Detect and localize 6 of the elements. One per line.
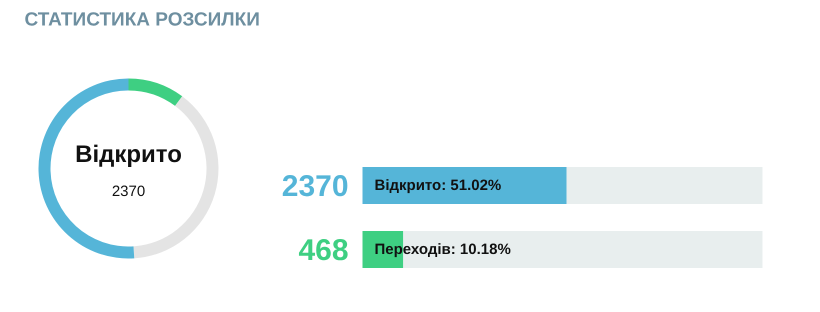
chart-title: СТАТИСТИКА РОЗСИЛКИ: [24, 10, 260, 30]
category-label: 468: [298, 234, 349, 267]
category-label: 2370: [282, 170, 349, 203]
text: 2370: [112, 183, 146, 200]
text: Відкрито: [75, 141, 182, 168]
data-label: Відкрито: 51.02%: [374, 177, 502, 194]
